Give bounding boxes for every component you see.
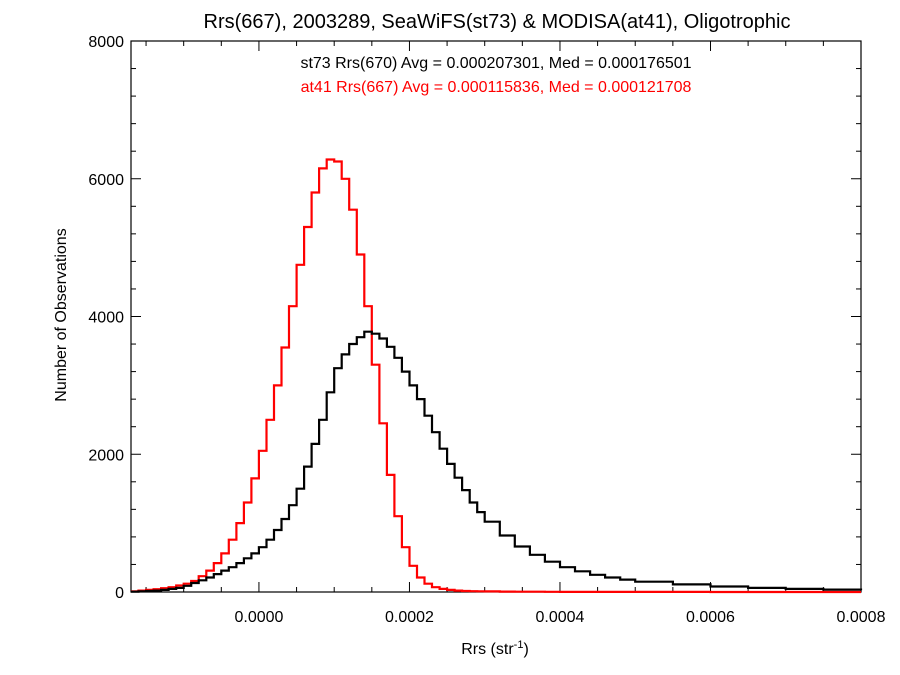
x-tick-label: 0.0006 xyxy=(686,609,735,626)
y-tick-label: 4000 xyxy=(88,310,124,327)
series-layer xyxy=(131,158,863,594)
series-line-1 xyxy=(131,330,863,593)
chart-title: Rrs(667), 2003289, SeaWiFS(st73) & MODIS… xyxy=(204,11,791,33)
y-tick-label: 0 xyxy=(115,585,124,602)
y-tick-label: 6000 xyxy=(88,172,124,189)
x-axis-label-main: Rrs (str xyxy=(461,641,514,658)
x-axis-ticks: 0.0000 0.0002 0.0004 0.0006 0.0008 xyxy=(145,41,886,626)
x-axis-label-close: ) xyxy=(523,641,528,658)
x-tick-label: 0.0008 xyxy=(837,609,886,626)
y-tick-label: 2000 xyxy=(88,447,124,464)
annotation-0: st73 Rrs(670) Avg = 0.000207301, Med = 0… xyxy=(300,55,691,72)
x-tick-label: 0.0000 xyxy=(234,609,283,626)
annotation-layer: st73 Rrs(670) Avg = 0.000207301, Med = 0… xyxy=(300,55,691,96)
y-axis-label: Number of Observations xyxy=(53,228,70,401)
plot-frame xyxy=(130,40,862,593)
plot-border xyxy=(130,40,862,593)
x-tick-label: 0.0002 xyxy=(385,609,434,626)
x-tick-label: 0.0004 xyxy=(536,609,585,626)
series-line-0 xyxy=(131,158,861,594)
x-axis-label-superscript: -1 xyxy=(514,639,524,651)
annotation-1: at41 Rrs(667) Avg = 0.000115836, Med = 0… xyxy=(301,79,692,96)
y-axis-ticks: 0 2000 4000 6000 8000 xyxy=(88,34,861,602)
x-axis-label: Rrs (str-1) xyxy=(461,639,529,658)
y-tick-label: 8000 xyxy=(88,34,124,51)
